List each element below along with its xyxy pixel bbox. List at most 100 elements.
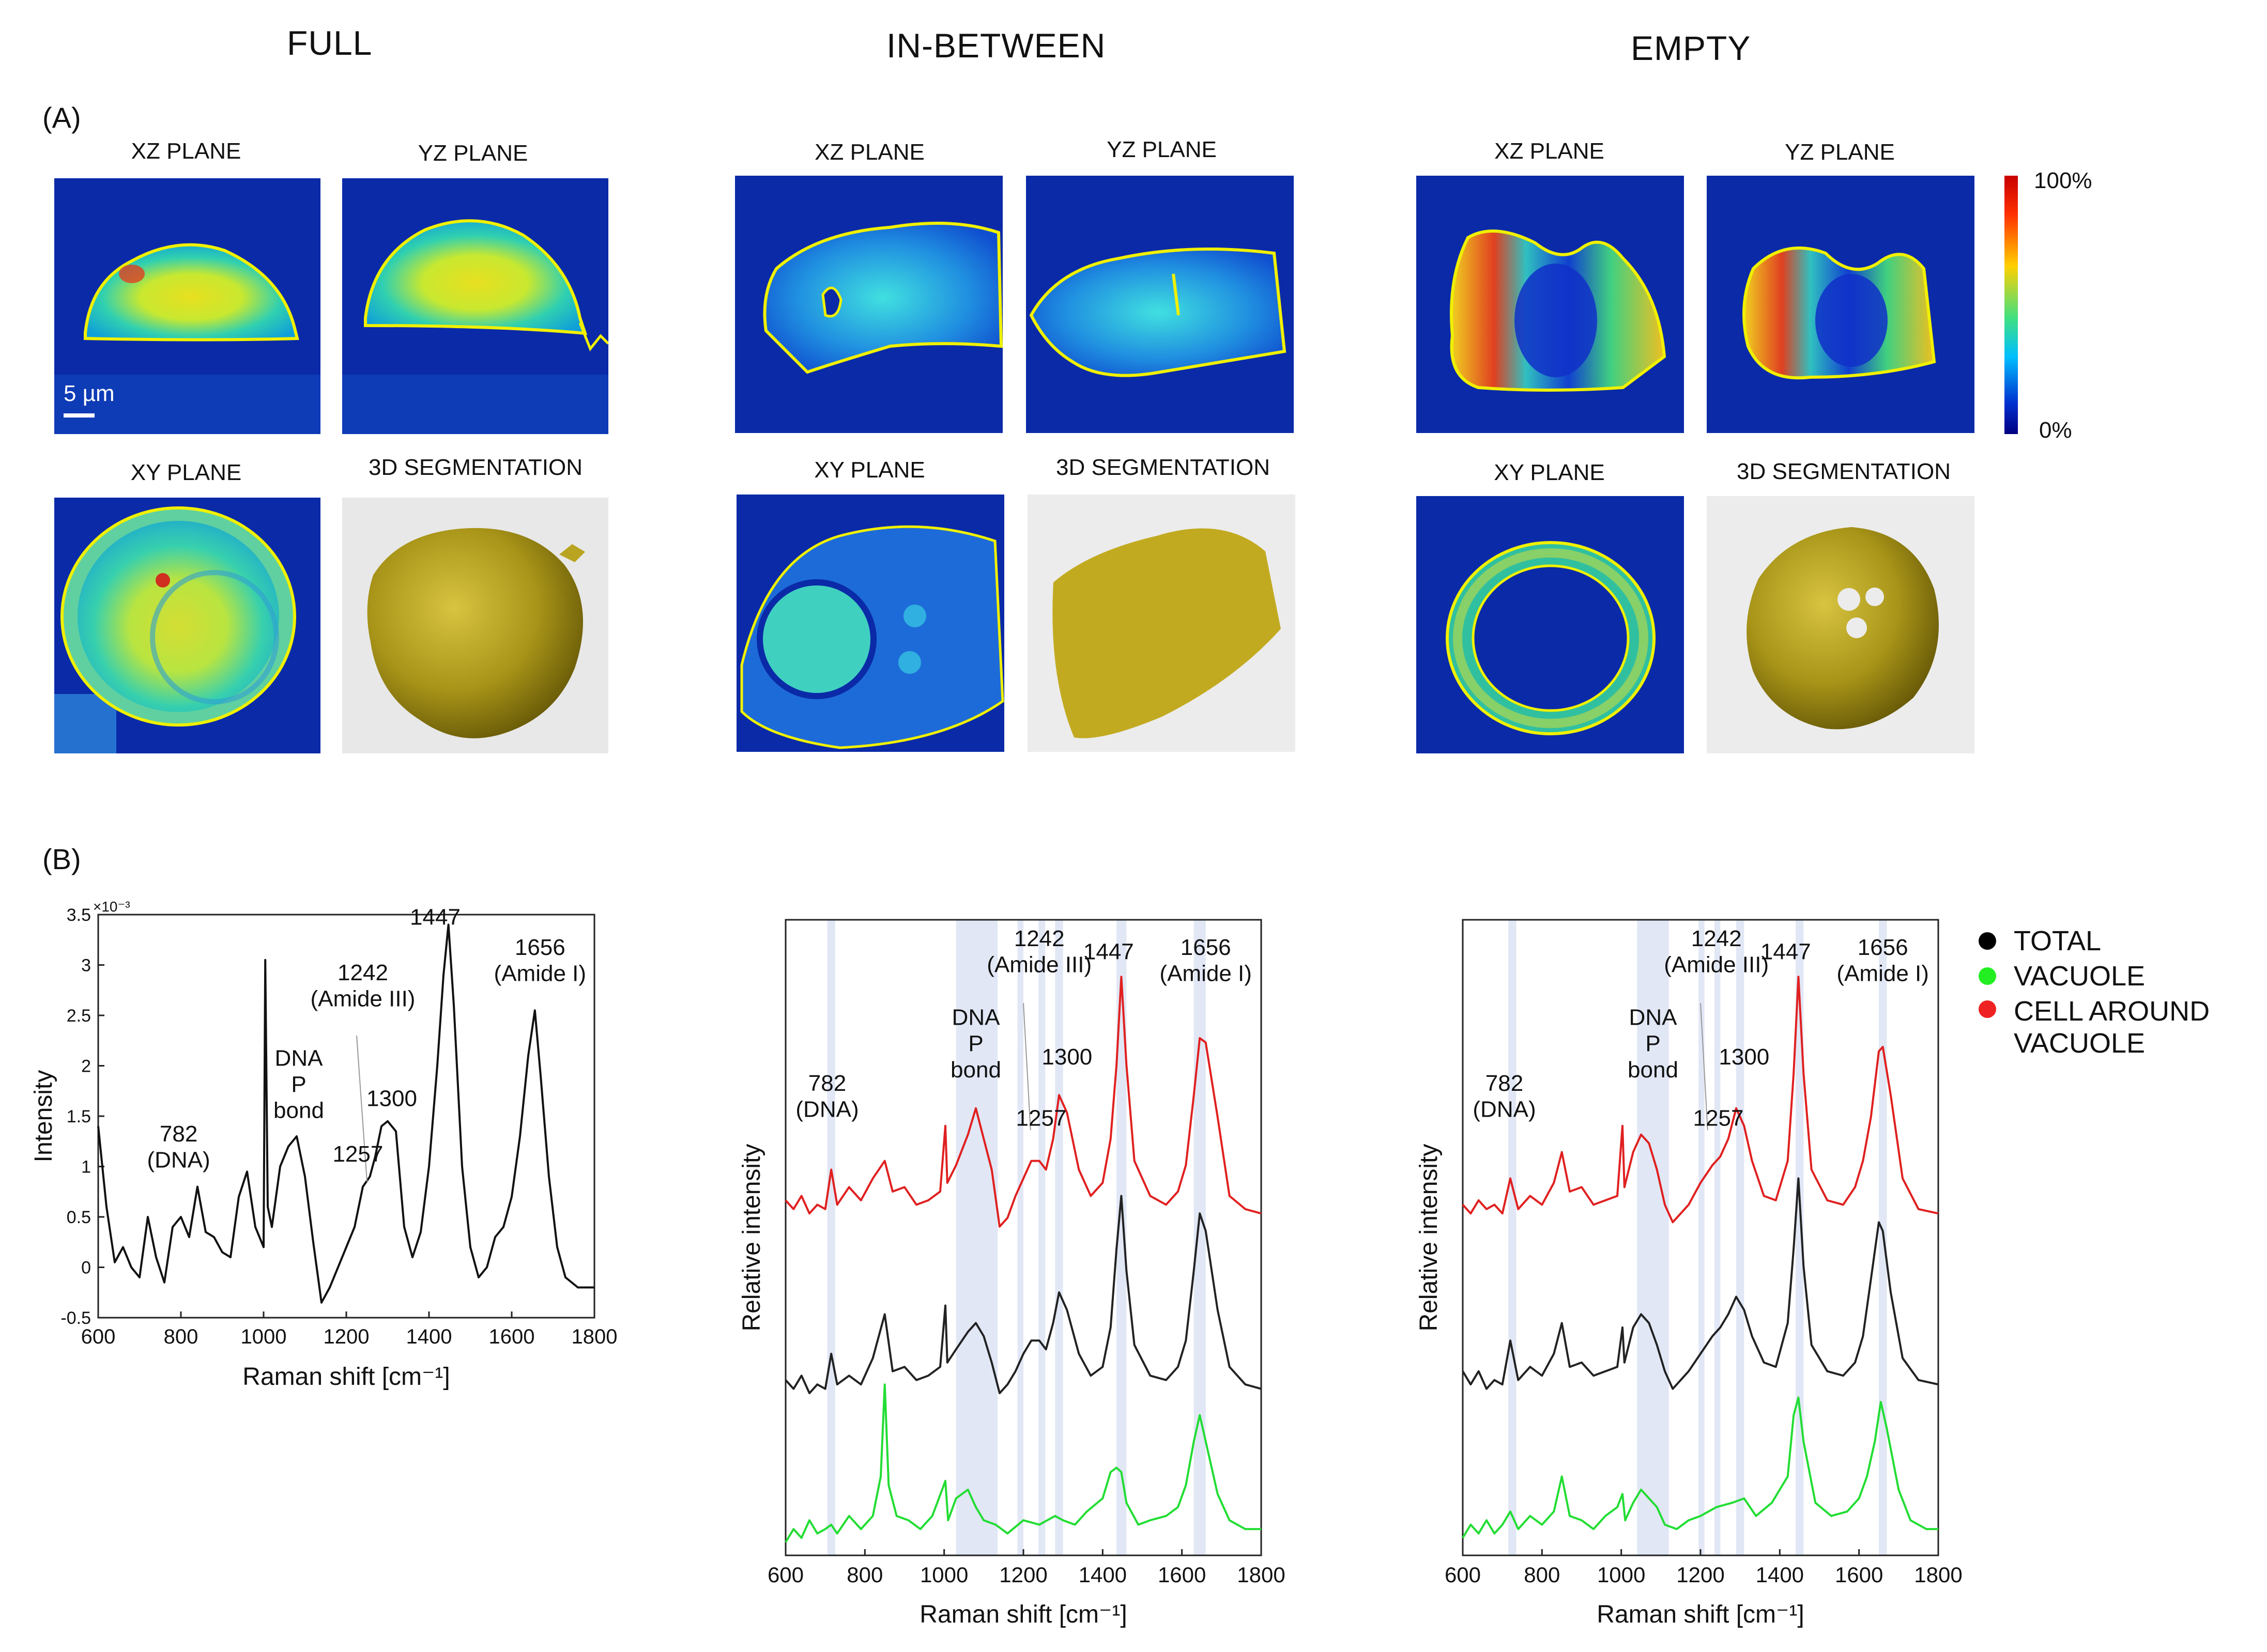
annotation-leader-line xyxy=(356,1035,367,1182)
x-tick-label: 1000 xyxy=(1597,1563,1645,1587)
plane-label-xy-full: XY PLANE xyxy=(130,460,242,485)
heatmap-xz-full: 5 µm xyxy=(54,178,320,434)
plane-label-seg-full: 3D SEGMENTATION xyxy=(369,455,583,480)
highlight-band xyxy=(827,920,835,1555)
x-tick-label: 1600 xyxy=(1835,1563,1883,1587)
highlight-band xyxy=(1193,920,1206,1555)
x-tick-label: 1000 xyxy=(920,1563,968,1587)
highlight-band xyxy=(1698,920,1705,1555)
series-line xyxy=(785,1195,1262,1395)
annotation-amide-iii: 1242 (Amide III) xyxy=(987,926,1092,978)
plane-label-yz-full: YZ PLANE xyxy=(418,141,528,166)
annotation-leader-line xyxy=(1700,1003,1708,1131)
y-axis-label: Relative intensity xyxy=(1415,1144,1443,1332)
series-line xyxy=(97,923,594,1304)
legend-dot-total xyxy=(1979,932,1996,950)
y-tick-label: 3 xyxy=(81,956,91,976)
annotation-1447: 1447 xyxy=(1083,939,1134,964)
annotation-leader-line xyxy=(1023,1003,1031,1131)
series-line xyxy=(1462,1396,1938,1539)
annotation-dna: 782 (DNA) xyxy=(147,1121,210,1173)
x-tick-label: 600 xyxy=(768,1563,804,1587)
heatmap-yz-empty xyxy=(1707,176,1974,433)
series-line xyxy=(1462,976,1939,1224)
x-tick-label: 1400 xyxy=(406,1325,452,1348)
column-title-empty: EMPTY xyxy=(1631,29,1751,67)
x-tick-label: 1600 xyxy=(489,1325,535,1348)
plane-label-yz-mid: YZ PLANE xyxy=(1107,137,1217,162)
annotation-1300: 1300 xyxy=(366,1086,417,1111)
annotation-1257: 1257 xyxy=(1016,1106,1067,1131)
y-tick-label: 2.5 xyxy=(67,1006,91,1026)
annotation-amide-i: 1656 (Amide I) xyxy=(1836,935,1928,986)
annotation-1300: 1300 xyxy=(1041,1044,1092,1070)
x-tick-label: 600 xyxy=(81,1325,116,1348)
y-axis-label: Relative intensity xyxy=(738,1144,765,1332)
legend-label-vacuole: VACUOLE xyxy=(2014,961,2146,992)
highlight-band xyxy=(1796,920,1804,1555)
x-axis-label: Raman shift [cm⁻¹] xyxy=(1597,1601,1804,1628)
panel-label-a: (A) xyxy=(42,101,81,134)
x-tick-label: 1800 xyxy=(572,1325,618,1348)
legend-label-total: TOTAL xyxy=(2014,925,2102,956)
series-line xyxy=(785,1383,1261,1543)
x-tick-label: 1200 xyxy=(1676,1563,1724,1587)
annotation-1300: 1300 xyxy=(1719,1044,1769,1070)
x-tick-label: 800 xyxy=(1524,1563,1560,1587)
x-axis-label: Raman shift [cm⁻¹] xyxy=(920,1601,1127,1628)
scale-bar xyxy=(64,413,95,418)
heatmap-xy-mid xyxy=(737,495,1004,752)
heatmap-xy-empty xyxy=(1416,496,1684,753)
highlight-band xyxy=(1637,920,1669,1555)
x-tick-label: 1200 xyxy=(324,1325,370,1348)
segmentation-3d-mid xyxy=(1028,495,1295,752)
segmentation-3d-empty xyxy=(1707,496,1974,753)
plane-label-xy-mid: XY PLANE xyxy=(814,457,925,483)
annotation-1257: 1257 xyxy=(1693,1106,1744,1131)
legend-item-total: TOTAL xyxy=(1979,925,2101,957)
plane-label-seg-mid: 3D SEGMENTATION xyxy=(1056,455,1270,480)
highlight-band xyxy=(1055,920,1063,1555)
y-exponent-label: ×10⁻³ xyxy=(93,899,130,915)
heatmap-xz-mid xyxy=(735,176,1003,433)
y-tick-label: 1.5 xyxy=(67,1107,91,1126)
highlight-band xyxy=(1116,920,1127,1555)
annotation-amide-iii: 1242 (Amide III) xyxy=(311,960,416,1012)
legend-label-cell-around-vacuole: CELL AROUND VACUOLE xyxy=(2014,996,2210,1059)
highlight-band xyxy=(1038,920,1046,1555)
column-title-in-between: IN-BETWEEN xyxy=(886,26,1106,65)
x-tick-label: 1800 xyxy=(1237,1563,1285,1587)
heatmap-yz-mid xyxy=(1026,176,1294,433)
x-tick-label: 1200 xyxy=(999,1563,1047,1587)
raman-chart-in-between: 600 800 1000 1200 1400 1600 1800 Raman shift [c… xyxy=(738,919,1285,1628)
plane-label-xy-empty: XY PLANE xyxy=(1494,460,1605,485)
heatmap-xz-empty xyxy=(1416,176,1684,433)
y-axis-label: Intensity xyxy=(30,1070,57,1163)
x-axis-label: Raman shift [cm⁻¹] xyxy=(242,1363,450,1391)
panel-label-b: (B) xyxy=(42,843,81,875)
highlight-band xyxy=(956,920,998,1555)
heatmap-xy-full xyxy=(54,498,320,753)
colorbar xyxy=(2004,176,2018,434)
x-tick-label: 800 xyxy=(847,1563,883,1587)
highlight-band xyxy=(1508,920,1517,1555)
colorbar-max-label: 100% xyxy=(2034,168,2092,193)
y-tick-label: 3.5 xyxy=(67,905,91,925)
annotation-1257: 1257 xyxy=(332,1141,383,1167)
annotation-dna: 782 (DNA) xyxy=(1473,1071,1536,1122)
plane-label-xz-empty: XZ PLANE xyxy=(1494,138,1604,164)
heatmap-yz-full xyxy=(342,178,608,434)
x-tick-label: 1400 xyxy=(1756,1563,1804,1587)
y-tick-label: -0.5 xyxy=(60,1308,91,1328)
annotation-amide-iii: 1242 (Amide III) xyxy=(1664,926,1769,978)
colorbar-min-label: 0% xyxy=(2039,418,2072,443)
series-line xyxy=(1462,1177,1939,1390)
series-line xyxy=(785,976,1262,1228)
raman-chart-empty: 600 800 1000 1200 1400 1600 1800 Raman shift [c… xyxy=(1415,919,1963,1628)
x-tick-label: 600 xyxy=(1445,1563,1481,1587)
x-tick-label: 1600 xyxy=(1158,1563,1206,1587)
plane-label-seg-empty: 3D SEGMENTATION xyxy=(1737,459,1951,484)
scale-bar-label: 5 µm xyxy=(64,381,115,406)
